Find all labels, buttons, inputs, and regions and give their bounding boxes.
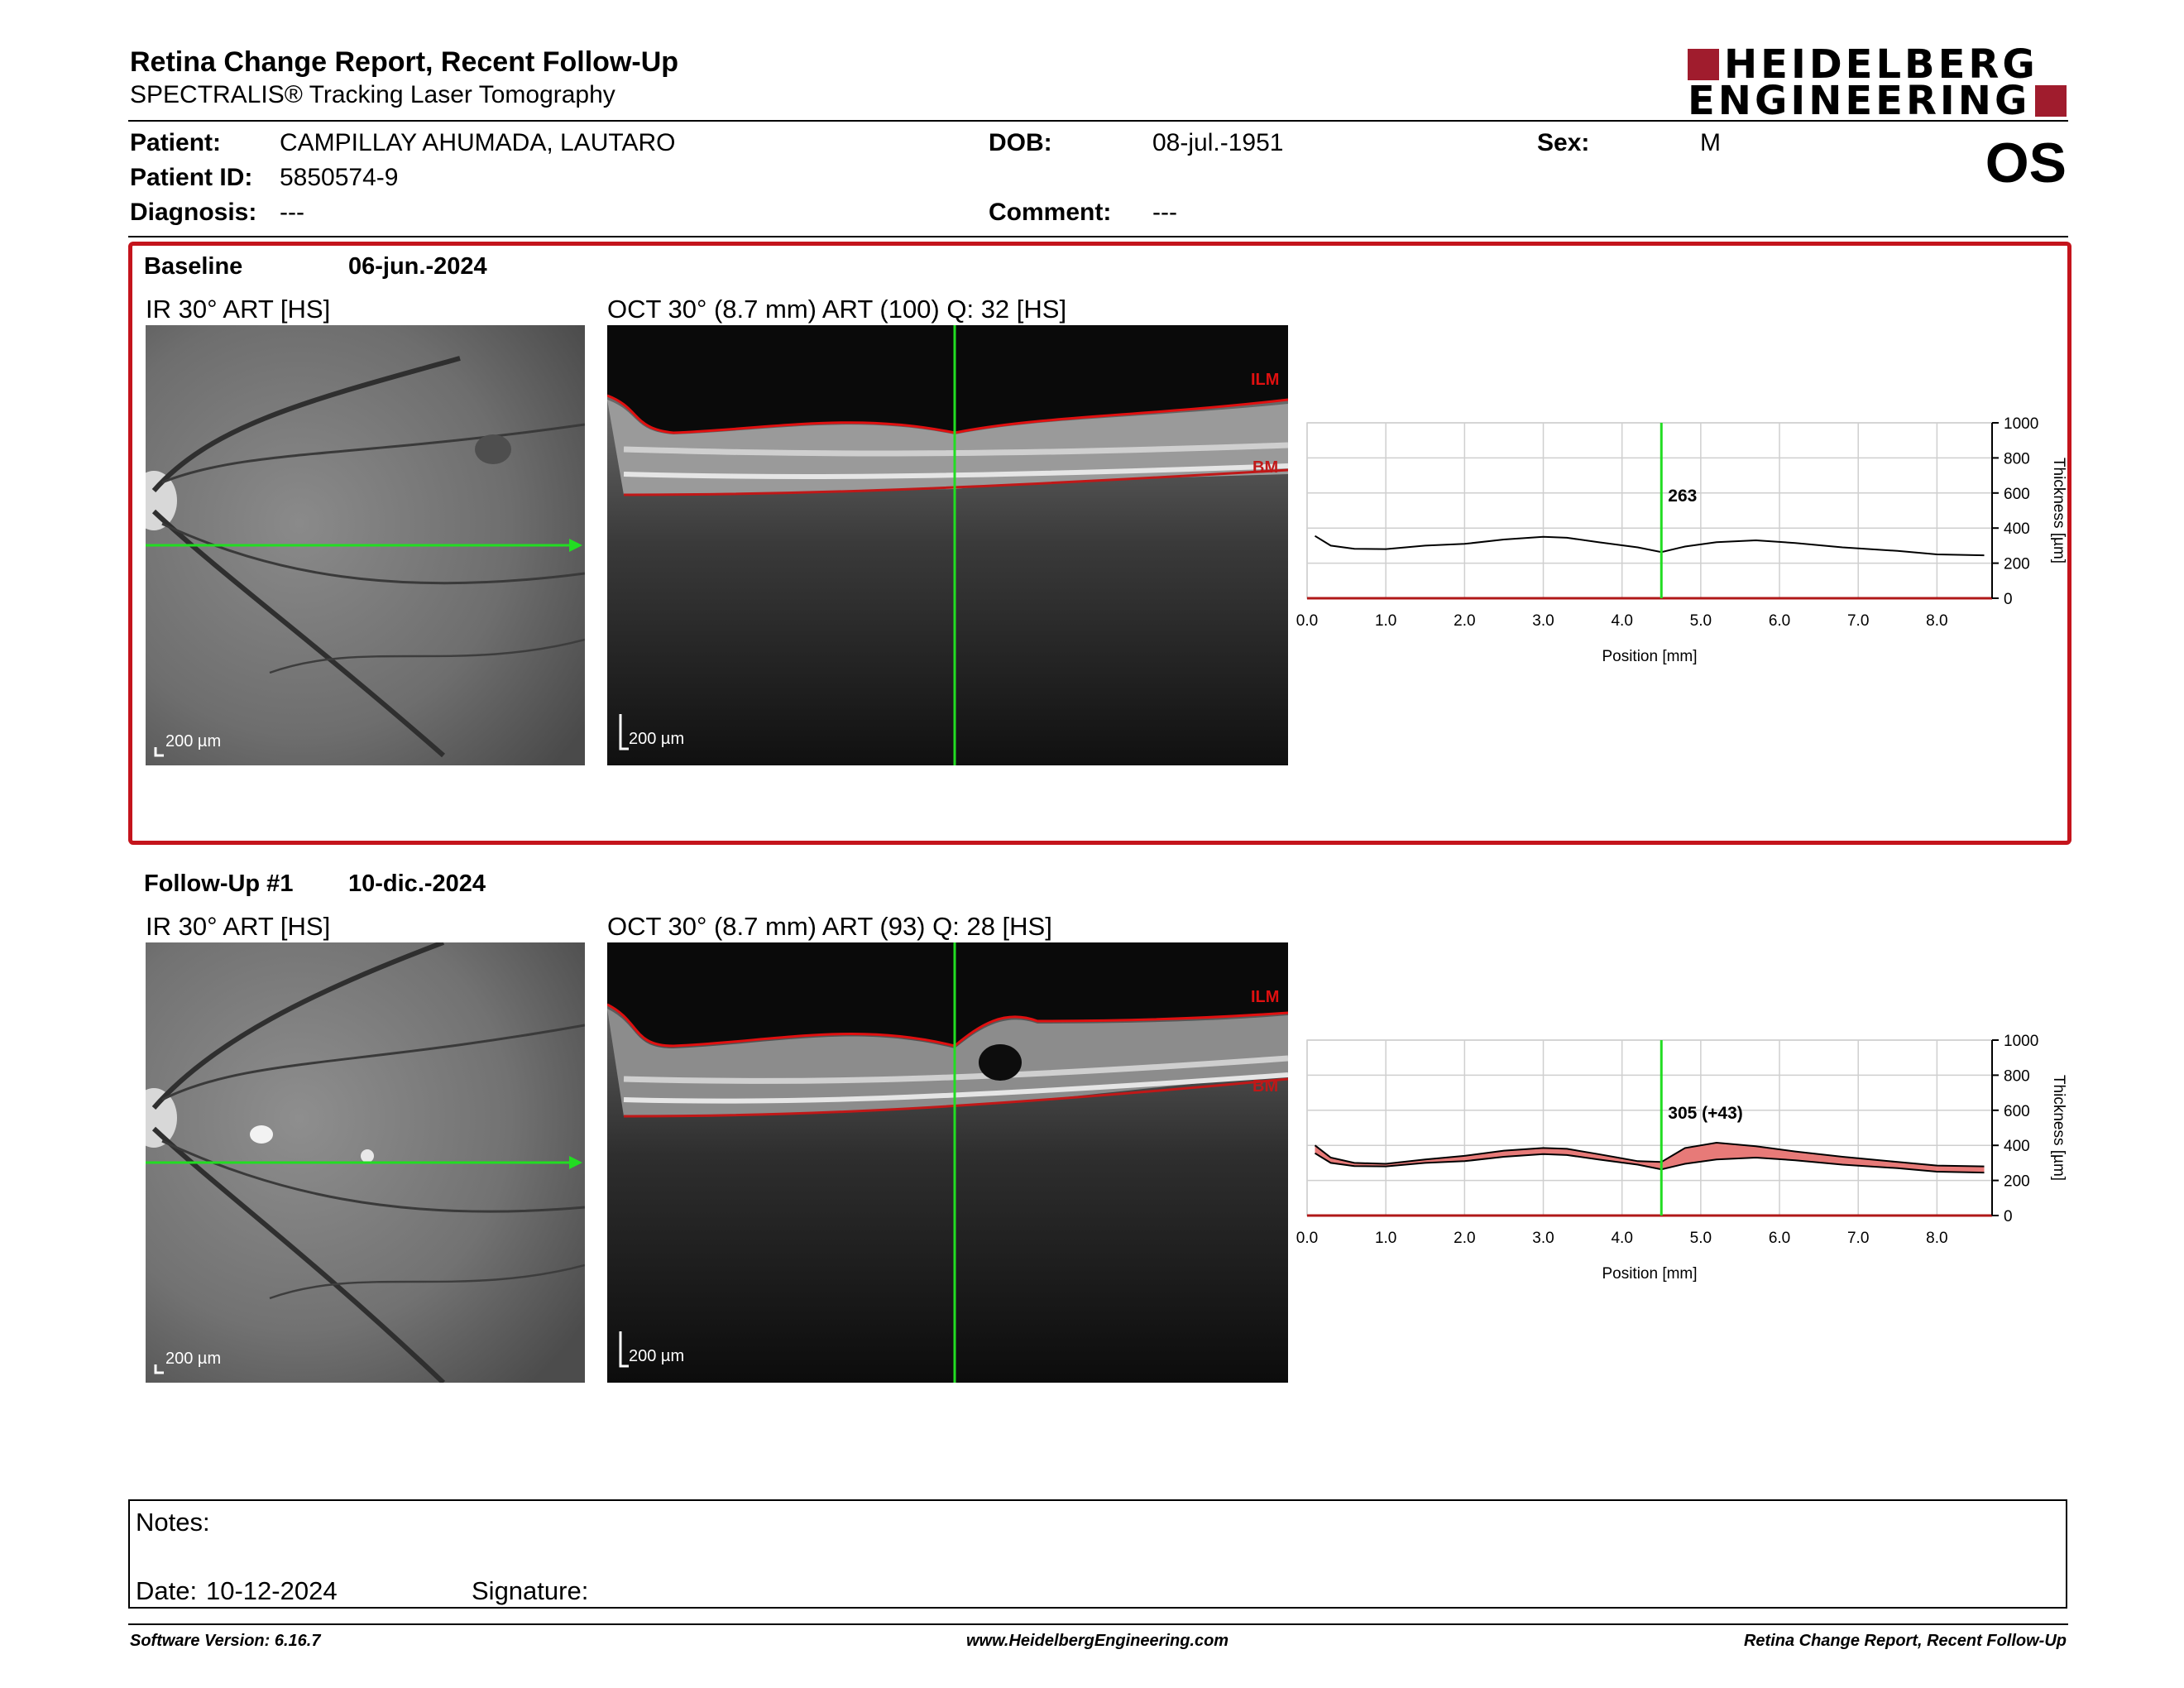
baseline-y-tick-label: 200 <box>2004 556 2030 573</box>
logo-text-top: HEIDELBERG <box>1724 41 2038 88</box>
followup-x-tick-label: 4.0 <box>1611 1230 1632 1247</box>
baseline-y-tick-label: 0 <box>2004 591 2013 608</box>
baseline-oct-label: OCT 30° (8.7 mm) ART (100) Q: 32 [HS] <box>607 295 1067 324</box>
baseline-x-tick-label: 3.0 <box>1532 612 1554 630</box>
baseline-ir-image[interactable]: 200 µm <box>146 325 585 765</box>
followup-oct-scale: 200 µm <box>629 1347 684 1365</box>
logo-line-1: HEIDELBERG <box>1688 41 2038 88</box>
footer-divider <box>128 1623 2068 1625</box>
footer-website: www.HeidelbergEngineering.com <box>966 1632 1229 1650</box>
patient-name: CAMPILLAY AHUMADA, LAUTARO <box>280 129 676 156</box>
eye-indicator: OS <box>1985 132 2067 194</box>
baseline-panel <box>128 242 2071 845</box>
followup-ir-label: IR 30° ART [HS] <box>146 912 331 941</box>
baseline-x-tick-label: 1.0 <box>1375 612 1396 630</box>
baseline-x-tick-label: 6.0 <box>1769 612 1790 630</box>
patient-divider <box>128 236 2068 237</box>
baseline-x-axis-label: Position [mm] <box>1602 648 1697 665</box>
report-subtitle: SPECTRALIS® Tracking Laser Tomography <box>130 81 615 108</box>
baseline-x-tick-label: 2.0 <box>1454 612 1475 630</box>
followup-oct-label: OCT 30° (8.7 mm) ART (93) Q: 28 [HS] <box>607 912 1052 941</box>
logo-line-2: ENGINEERING <box>1688 78 2067 124</box>
baseline-y-tick-label: 1000 <box>2004 415 2038 433</box>
followup-x-tick-label: 3.0 <box>1532 1230 1554 1247</box>
followup-x-axis-label: Position [mm] <box>1602 1265 1697 1283</box>
sex-value: M <box>1700 129 1721 156</box>
followup-ir-image[interactable]: 200 µm <box>146 942 585 1383</box>
patient-id: 5850574-9 <box>280 164 399 191</box>
followup-ilm-label: ILM <box>1251 988 1279 1006</box>
followup-y-axis-label: Thickness [µm] <box>2050 1075 2067 1181</box>
baseline-bm-label: BM <box>1252 458 1278 477</box>
followup-x-tick-label: 0.0 <box>1296 1230 1318 1247</box>
notes-box[interactable] <box>128 1499 2067 1609</box>
patient-id-label: Patient ID: <box>130 164 253 191</box>
header-divider <box>128 120 2068 122</box>
baseline-y-tick-label: 400 <box>2004 520 2030 538</box>
followup-date: 10-dic.-2024 <box>348 870 486 897</box>
followup-bm-label: BM <box>1252 1077 1278 1096</box>
footer-software: Software Version: 6.16.7 <box>130 1632 321 1650</box>
followup-y-tick-label: 0 <box>2004 1208 2013 1225</box>
diagnosis-value: --- <box>280 199 304 226</box>
followup-baseline-line <box>1314 1152 1985 1174</box>
followup-ir-scale: 200 µm <box>165 1350 221 1368</box>
baseline-x-tick-label: 4.0 <box>1611 612 1632 630</box>
followup-x-tick-label: 2.0 <box>1454 1230 1475 1247</box>
baseline-cursor-value: 263 <box>1668 487 1697 506</box>
footer-report-name: Retina Change Report, Recent Follow-Up <box>1743 1632 2067 1650</box>
baseline-x-tick-label: 7.0 <box>1847 612 1869 630</box>
baseline-ir-label: IR 30° ART [HS] <box>146 295 331 324</box>
followup-y-tick-label: 800 <box>2004 1067 2030 1085</box>
logo-text-bottom: ENGINEERING <box>1688 78 2031 124</box>
followup-y-tick-label: 400 <box>2004 1138 2030 1155</box>
comment-value: --- <box>1152 199 1177 226</box>
diagnosis-label: Diagnosis: <box>130 199 257 226</box>
baseline-ir-scale: 200 µm <box>165 732 221 750</box>
followup-thickness-chart: 0 200 400 600 800 1000 0.0 1.0 2.0 3.0 4.0 5.0 6.0 7.… <box>1296 1033 2067 1283</box>
patient-label: Patient: <box>130 129 222 156</box>
baseline-thickness-chart: 0 200 400 600 800 1000 0.0 1.0 2.0 3.0 4.0 5.0 6.0 7.… <box>1296 415 2067 665</box>
baseline-y-axis-label: Thickness [µm] <box>2050 458 2067 563</box>
date-label: Date: <box>136 1576 198 1605</box>
followup-cursor-value: 305 (+43) <box>1668 1104 1742 1123</box>
baseline-y-tick-label: 600 <box>2004 486 2030 503</box>
baseline-x-tick-label: 5.0 <box>1690 612 1712 630</box>
date-value: 10-12-2024 <box>206 1576 338 1605</box>
followup-y-tick-label: 600 <box>2004 1103 2030 1120</box>
baseline-ilm-label: ILM <box>1251 371 1279 389</box>
baseline-x-tick-label: 0.0 <box>1296 612 1318 630</box>
baseline-oct-image[interactable]: ILM BM 200 µm <box>607 325 1288 765</box>
followup-label: Follow-Up #1 <box>144 870 294 897</box>
baseline-thickness-line <box>1314 535 1985 557</box>
comment-label: Comment: <box>989 199 1112 226</box>
followup-oct-image[interactable]: ILM BM 200 µm <box>607 942 1288 1383</box>
dob-value: 08-jul.-1951 <box>1152 129 1284 156</box>
followup-x-tick-label: 6.0 <box>1769 1230 1790 1247</box>
baseline-x-tick-label: 8.0 <box>1926 612 1947 630</box>
baseline-chart-frame <box>1306 422 1993 599</box>
baseline-label: Baseline <box>144 253 243 280</box>
followup-x-tick-label: 5.0 <box>1690 1230 1712 1247</box>
followup-x-tick-label: 1.0 <box>1375 1230 1396 1247</box>
followup-thickness-line <box>1314 1141 1985 1168</box>
followup-y-tick-label: 1000 <box>2004 1033 2038 1050</box>
logo-square-icon <box>2035 85 2067 117</box>
notes-label: Notes: <box>136 1508 210 1537</box>
dob-label: DOB: <box>989 129 1052 156</box>
sex-label: Sex: <box>1537 129 1590 156</box>
followup-x-tick-label: 7.0 <box>1847 1230 1869 1247</box>
signature-label: Signature: <box>472 1576 589 1605</box>
baseline-y-tick-label: 800 <box>2004 450 2030 468</box>
logo-square-icon <box>1688 49 1719 80</box>
baseline-date: 06-jun.-2024 <box>348 253 487 280</box>
followup-chart-frame <box>1306 1039 1993 1216</box>
baseline-oct-scale: 200 µm <box>629 730 684 748</box>
report-title: Retina Change Report, Recent Follow-Up <box>130 46 679 78</box>
followup-x-tick-label: 8.0 <box>1926 1230 1947 1247</box>
followup-y-tick-label: 200 <box>2004 1173 2030 1191</box>
